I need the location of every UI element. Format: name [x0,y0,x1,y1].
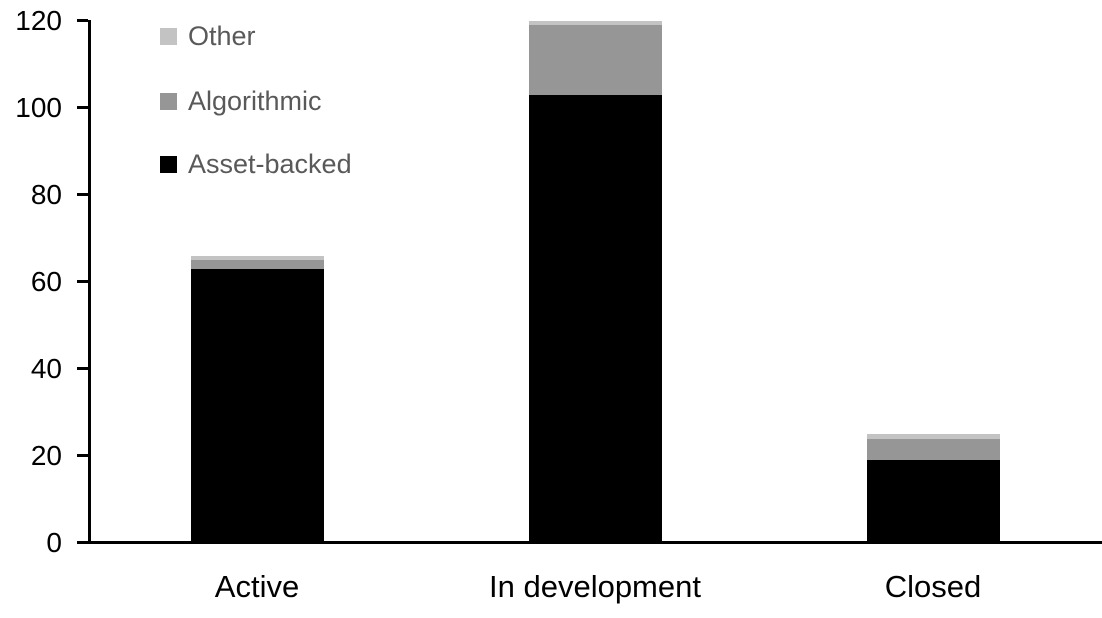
y-axis-tick-label-60: 60 [30,266,62,297]
legend-swatch-asset-backed [160,155,177,173]
legend-swatch-algorithmic [160,92,177,110]
category-label-closed: Closed [884,569,982,604]
category-label-active: Active [214,569,300,604]
y-axis-tick-40 [77,367,88,370]
legend-label-algorithmic: Algorithmic [188,86,322,116]
y-axis-tick-0 [77,541,88,544]
bar-segment-other-closed [866,434,1000,439]
y-axis-tick-60 [77,280,88,283]
y-axis-tick-label-0: 0 [46,527,62,558]
y-axis-tick-label-20: 20 [30,440,62,471]
bar-segment-other-in-development [528,21,662,26]
bar-segment-algorithmic-in-development [528,25,662,95]
bar-segment-algorithmic-closed [866,438,1000,461]
y-axis-line [88,20,91,544]
legend-label-other: Other [188,21,256,51]
bar-segment-algorithmic-active [190,260,324,269]
category-label-in-development: In development [489,569,701,604]
bar-segment-other-active [190,255,324,261]
bar-segment-asset-backed-active [190,268,324,543]
y-axis-tick-label-80: 80 [30,179,62,210]
y-axis-tick-120 [77,19,88,22]
y-axis-tick-100 [77,106,88,109]
legend-label-asset-backed: Asset-backed [188,149,352,179]
legend-item-other: Other [160,22,256,50]
bar-segment-asset-backed-in-development [528,94,662,543]
legend-swatch-other [160,27,177,45]
x-axis-line [77,541,1102,544]
legend-item-asset-backed: Asset-backed [160,150,352,178]
legend-item-algorithmic: Algorithmic [160,87,322,115]
y-axis-tick-label-120: 120 [15,5,62,36]
bar-segment-asset-backed-closed [866,460,1000,543]
y-axis-tick-label-100: 100 [15,92,62,123]
y-axis-tick-20 [77,454,88,457]
y-axis-tick-label-40: 40 [30,353,62,384]
y-axis-tick-80 [77,193,88,196]
